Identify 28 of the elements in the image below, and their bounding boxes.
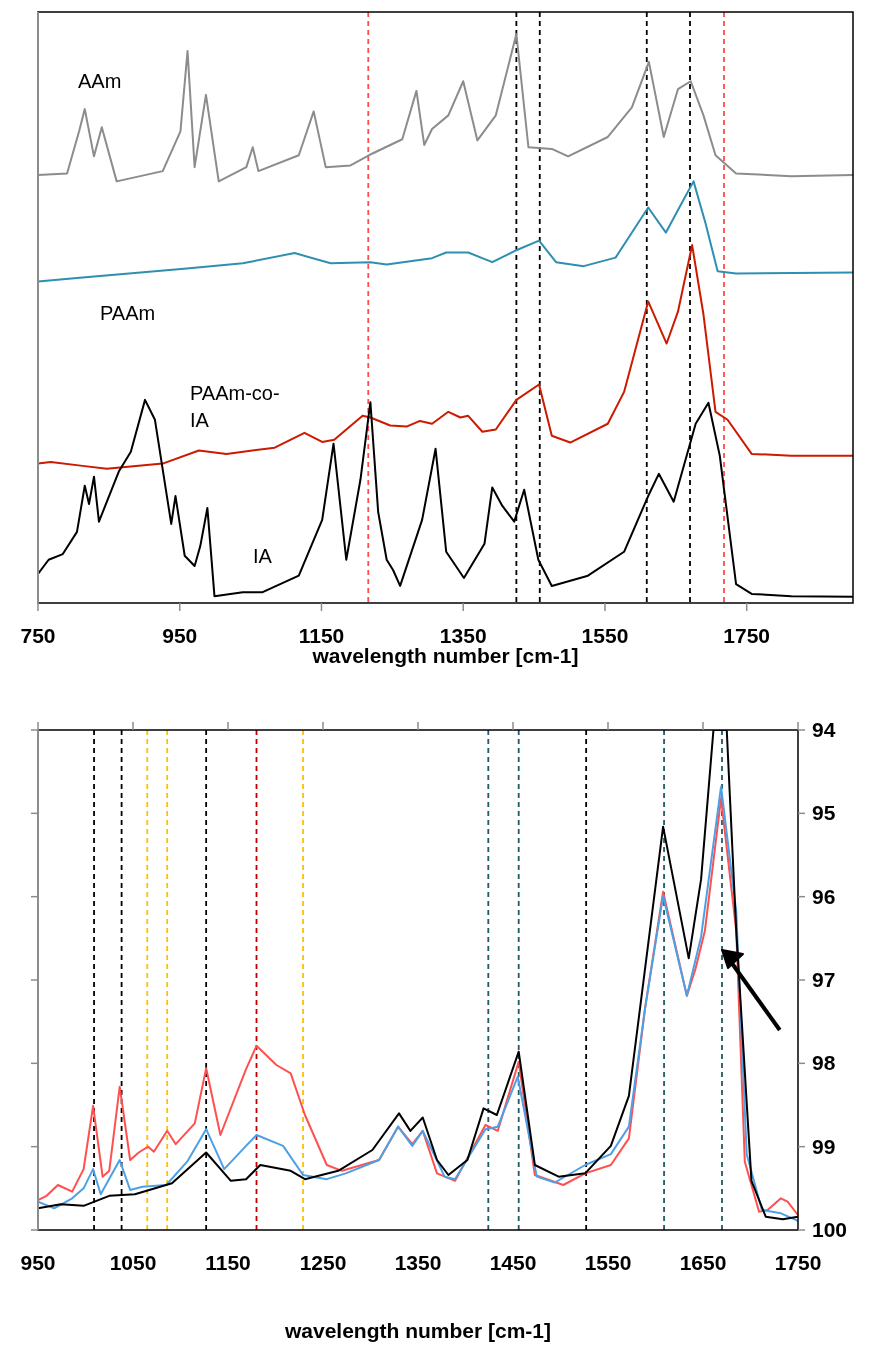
- y-tick-label: 95: [812, 801, 836, 825]
- x-tick-label: 1250: [299, 1251, 347, 1274]
- y-tick-label: 100: [812, 1218, 848, 1241]
- x-tick-label: 1350: [394, 1251, 442, 1274]
- x-tick-label: 750: [20, 624, 56, 647]
- x-tick-label: 1650: [679, 1251, 727, 1274]
- y-tick-label: 97: [812, 968, 836, 991]
- x-tick-label: 950: [162, 624, 198, 647]
- x-tick-label: 950: [20, 1251, 56, 1274]
- x-tick-label: 1150: [298, 624, 345, 647]
- x-tick-label: 1750: [774, 1251, 822, 1274]
- y-tick-label: 94: [812, 718, 836, 741]
- x-axis-title: wavelength number [cm-1]: [311, 644, 579, 667]
- x-axis-title: wavelength number [cm-1]: [283, 1319, 552, 1342]
- series-label: PAAm-co-IA: [190, 382, 280, 431]
- x-tick-label: 1150: [205, 1251, 251, 1274]
- x-tick-label: 1350: [439, 624, 487, 647]
- series-label: PAAm: [100, 302, 156, 324]
- x-tick-label: 1050: [109, 1251, 157, 1274]
- x-tick-label: 1550: [584, 1251, 632, 1274]
- y-tick-label: 98: [812, 1051, 836, 1075]
- x-tick-label: 1750: [723, 624, 771, 647]
- series-label: IA: [253, 545, 273, 567]
- series-label: AAm: [78, 70, 122, 92]
- x-tick-label: 1550: [581, 624, 629, 647]
- x-tick-label: 1450: [489, 1251, 537, 1274]
- y-tick-label: 99: [812, 1134, 836, 1158]
- y-tick-label: 96: [812, 884, 836, 908]
